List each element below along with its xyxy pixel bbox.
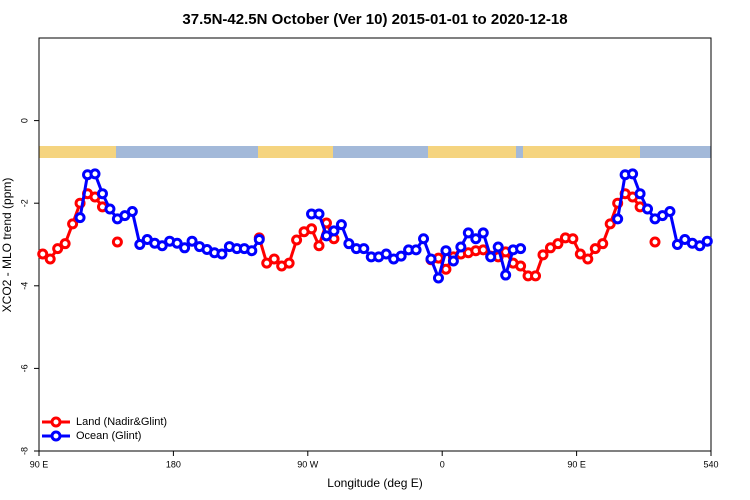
data-point bbox=[500, 269, 512, 281]
y-tick-label: -2 bbox=[19, 199, 29, 207]
x-tick-label: 90 E bbox=[567, 459, 586, 469]
data-point bbox=[597, 238, 609, 250]
data-point bbox=[694, 240, 706, 252]
data-point bbox=[67, 218, 79, 230]
data-point bbox=[671, 239, 683, 250]
data-point bbox=[530, 270, 542, 282]
data-point bbox=[246, 245, 258, 257]
data-point bbox=[492, 241, 504, 253]
data-point bbox=[642, 203, 654, 215]
data-point bbox=[74, 212, 86, 224]
data-point bbox=[515, 260, 527, 272]
y-axis-label: XCO2 - MLO trend (ppm) bbox=[0, 178, 14, 313]
data-point bbox=[410, 244, 422, 256]
data-point bbox=[216, 248, 228, 260]
data-point bbox=[268, 253, 280, 265]
data-point bbox=[104, 203, 116, 215]
data-point bbox=[425, 253, 437, 265]
data-point bbox=[477, 244, 489, 256]
data-point bbox=[477, 227, 489, 239]
data-point bbox=[134, 239, 146, 250]
data-point bbox=[253, 234, 265, 246]
data-point bbox=[186, 235, 198, 247]
data-point bbox=[537, 249, 549, 261]
data-point bbox=[380, 248, 392, 260]
data-point bbox=[664, 205, 676, 217]
data-point bbox=[171, 237, 183, 249]
data-point bbox=[44, 253, 56, 265]
data-point bbox=[328, 225, 340, 237]
data-point bbox=[574, 248, 586, 260]
y-tick-label: -8 bbox=[19, 447, 29, 455]
data-point bbox=[395, 250, 407, 262]
data-point bbox=[634, 188, 646, 200]
data-point bbox=[567, 233, 579, 245]
y-tick-label: -4 bbox=[19, 282, 29, 290]
legend-label: Land (Nadir&Glint) bbox=[76, 416, 167, 428]
data-point bbox=[582, 253, 594, 265]
data-point bbox=[37, 248, 49, 260]
x-axis-label: Longitude (deg E) bbox=[327, 476, 422, 490]
data-point bbox=[179, 242, 191, 254]
data-point bbox=[604, 218, 616, 230]
data-point bbox=[126, 205, 138, 217]
data-point bbox=[52, 243, 64, 255]
data-point bbox=[485, 251, 497, 263]
x-tick-label: 90 W bbox=[297, 459, 319, 469]
data-point bbox=[447, 255, 459, 267]
data-point bbox=[320, 230, 332, 242]
data-point bbox=[111, 236, 123, 248]
data-point bbox=[627, 168, 639, 180]
data-point bbox=[96, 188, 108, 200]
data-point bbox=[552, 238, 564, 250]
land-mask-band bbox=[39, 146, 711, 158]
data-point bbox=[313, 240, 325, 252]
series bbox=[39, 190, 659, 280]
data-point bbox=[156, 240, 168, 252]
x-tick-label: 90 E bbox=[30, 459, 49, 469]
data-point bbox=[313, 208, 325, 220]
data-point bbox=[470, 233, 482, 245]
data-point bbox=[701, 235, 713, 247]
legend-label: Ocean (Glint) bbox=[76, 430, 141, 442]
y-tick-label: -6 bbox=[19, 364, 29, 372]
x-tick-label: 180 bbox=[166, 459, 181, 469]
data-point bbox=[343, 238, 355, 250]
data-point bbox=[418, 233, 430, 245]
data-point bbox=[649, 236, 661, 248]
data-point bbox=[291, 234, 303, 246]
legend-marker bbox=[50, 430, 62, 442]
data-point bbox=[455, 241, 467, 253]
data-point bbox=[59, 238, 71, 250]
y-tick-label: 0 bbox=[19, 118, 29, 123]
series bbox=[74, 168, 713, 284]
data-point bbox=[306, 223, 318, 235]
x-tick-label: 0 bbox=[440, 459, 445, 469]
x-tick-label: 540 bbox=[703, 459, 718, 469]
data-point bbox=[358, 243, 370, 255]
data-point bbox=[89, 168, 101, 180]
data-point bbox=[515, 243, 527, 255]
legend: Land (Nadir&Glint) Ocean (Glint) bbox=[42, 416, 167, 442]
legend-marker bbox=[50, 416, 62, 428]
data-point bbox=[462, 227, 474, 239]
chart-title: 37.5N-42.5N October (Ver 10) 2015-01-01 … bbox=[182, 11, 567, 28]
data-point bbox=[589, 243, 601, 255]
data-point bbox=[283, 257, 295, 269]
data-point bbox=[432, 272, 444, 284]
data-point bbox=[440, 245, 452, 257]
data-point bbox=[612, 213, 624, 225]
data-point bbox=[335, 219, 347, 231]
